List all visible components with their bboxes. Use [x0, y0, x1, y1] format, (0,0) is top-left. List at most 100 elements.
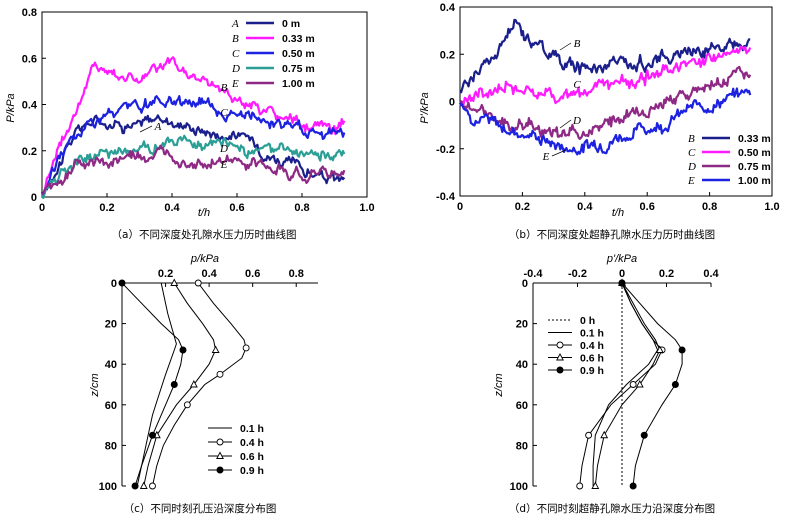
marker-triangle [189, 380, 198, 388]
profile-line [136, 282, 177, 487]
profile-line [152, 282, 247, 487]
legend-key: B [688, 133, 695, 145]
legend-key: C [688, 147, 696, 159]
panel-b: 0 0.2 0.4 0.6 0.8 1.0 -0.4 -0.2 0 0.2 0.4 P'/kPa t… [419, 2, 780, 241]
x-tick-label: 0.4 [164, 202, 180, 214]
panel-b-ylabel: P'/kPa [419, 92, 431, 123]
x-tick-label: 0 [457, 201, 463, 213]
y-tick-label: 80 [105, 440, 117, 452]
legend-label: 0.50 m [738, 147, 771, 159]
x-tick-label: 0.6 [640, 201, 655, 213]
y-tick-label: 0.6 [22, 53, 37, 65]
legend-label: 0.75 m [738, 161, 771, 173]
marker-dot [131, 482, 139, 490]
y-tick-label: 0 [522, 278, 528, 290]
legend-label: 0 m [282, 18, 300, 30]
y-tick-label: 100 [510, 481, 528, 493]
marker-triangle [211, 345, 220, 353]
marker-dot [179, 346, 187, 354]
marker-dot [618, 279, 626, 287]
curve-label: B [574, 38, 581, 50]
profile-line [621, 282, 683, 487]
marker-dot [118, 279, 126, 287]
y-tick-label: 0.4 [22, 100, 38, 112]
panel-a-xlabel: t/h [198, 207, 210, 219]
legend-key: B [232, 33, 239, 45]
panel-c-legend: 0.1 h 0.4 h 0.6 h 0.9 h [208, 423, 264, 477]
legend-label: 0.4 h [580, 340, 604, 352]
curve-label: D [219, 143, 228, 155]
y-tick-label: 60 [105, 400, 117, 412]
y-tick-label: 0 [111, 278, 117, 290]
legend-label: 0.50 m [282, 48, 315, 60]
marker-dot [556, 366, 564, 374]
y-tick-label: 0 [31, 192, 37, 204]
y-tick-label: 20 [105, 319, 117, 331]
x-tick-label: 0 [619, 268, 625, 280]
x-tick-label: 0.4 [577, 201, 593, 213]
y-tick-label: 0 [449, 97, 455, 109]
profile-line [592, 282, 659, 486]
marker-triangle [591, 481, 600, 489]
curve-leader [559, 42, 572, 51]
legend-label: 0.33 m [282, 33, 315, 45]
panel-d-legend: 0 h0.1 h0.4 h0.6 h0.9 h [548, 315, 604, 377]
marker-dot [170, 381, 178, 388]
curve-leader [139, 125, 153, 133]
x-tick-label: 1.0 [764, 201, 779, 213]
y-tick-label: 100 [99, 481, 117, 493]
panel-c-xlabel: p/kPa [190, 253, 219, 265]
series-line-D [458, 65, 752, 140]
panel-d-xlabel: p'/kPa [606, 253, 637, 265]
y-tick-label: -0.4 [436, 191, 456, 203]
marker-dot [671, 381, 679, 388]
x-tick-label: 0.2 [515, 201, 530, 213]
y-tick-label: 80 [516, 440, 528, 452]
panel-c-ylabel: z/cm [89, 373, 101, 397]
legend-label: 0.1 h [580, 328, 604, 340]
panel-a-legend: A 0 m B 0.33 m C 0.50 m D 0.75 m E 1.00 m [231, 18, 315, 90]
y-tick-label: -0.2 [436, 144, 455, 156]
panel-b-legend: B 0.33 m C 0.50 m D 0.75 m E 1.00 m [687, 133, 771, 187]
panel-d-caption: （d）不同时刻超静孔隙水压力沿深度分布图 [509, 502, 715, 515]
legend-label: 0.9 h [240, 465, 264, 477]
x-tick-label: 0.2 [659, 268, 674, 280]
x-tick-label: 0.8 [702, 201, 717, 213]
panel-c-caption: （c）不同时刻孔压沿深度分布图 [124, 502, 277, 515]
x-tick-label: 0.2 [158, 268, 173, 280]
curve-label: E [220, 159, 228, 171]
legend-label: 0.33 m [738, 133, 771, 145]
legend-label: 1.00 m [282, 78, 315, 90]
marker-triangle [139, 481, 148, 489]
legend-label: 0 h [580, 315, 595, 327]
y-tick-label: 40 [516, 359, 528, 371]
x-tick-label: 0.4 [201, 268, 217, 280]
legend-key: C [232, 48, 240, 60]
panel-a-caption: （a）不同深度处孔隙水压力历时曲线图 [112, 228, 297, 241]
series-line-C [459, 45, 752, 107]
series-line-E [459, 87, 752, 156]
marker-triangle [600, 430, 609, 439]
marker-dot [148, 431, 156, 439]
panel-b-caption: （b）不同深度处超静孔隙水压力历时曲线图 [509, 228, 715, 241]
y-tick-label: 40 [105, 359, 117, 371]
x-tick-label: 1.0 [359, 202, 374, 214]
y-tick-label: 60 [516, 400, 528, 412]
marker-dot [216, 466, 224, 474]
x-tick-label: -0.4 [524, 268, 544, 280]
marker-triangle [556, 353, 564, 361]
series-line-B [459, 18, 751, 94]
marker-circle [629, 381, 637, 388]
x-tick-label: -0.2 [568, 268, 587, 280]
legend-label: 0.9 h [580, 365, 604, 377]
legend-label: 0.75 m [282, 63, 315, 75]
marker-circle [183, 401, 191, 409]
marker-dot [678, 346, 686, 354]
profile-line [594, 282, 661, 487]
y-tick-label: 0.2 [440, 49, 455, 61]
curve-leader [551, 149, 567, 157]
curve-label: C [220, 107, 228, 119]
profile-line [143, 282, 217, 487]
